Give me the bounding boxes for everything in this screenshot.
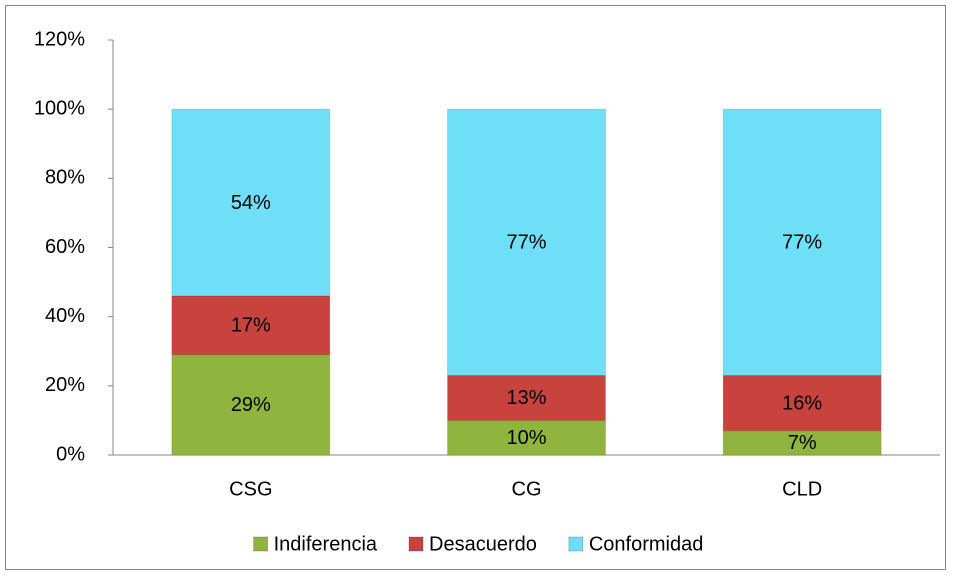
- data-label: 7%: [788, 432, 817, 454]
- bar-segment: [722, 430, 882, 456]
- y-tick-label: 20%: [45, 374, 85, 396]
- legend-label: Conformidad: [589, 533, 704, 555]
- data-label: 77%: [782, 232, 822, 254]
- data-label: 16%: [782, 392, 822, 414]
- legend-swatch: [568, 536, 584, 552]
- y-tick-label: 60%: [45, 236, 85, 258]
- legend-label: Desacuerdo: [429, 533, 537, 555]
- bar-segment: [171, 295, 331, 356]
- x-tick-label: CLD: [782, 478, 822, 500]
- data-label: 77%: [506, 232, 546, 254]
- data-label: 17%: [231, 315, 271, 337]
- bar-segment: [722, 108, 882, 376]
- data-label: 10%: [506, 427, 546, 449]
- y-tick-label: 120%: [34, 28, 85, 50]
- bar-segment: [447, 108, 606, 376]
- x-tick-label: CSG: [229, 478, 272, 500]
- x-tick-label: CG: [512, 478, 542, 500]
- legend-label: Indiferencia: [274, 533, 378, 555]
- y-tick-label: 80%: [45, 167, 85, 189]
- y-tick-label: 40%: [45, 305, 85, 327]
- legend-swatch: [408, 536, 424, 552]
- bar-segment: [722, 374, 882, 432]
- legend-swatch: [253, 536, 269, 552]
- data-label: 29%: [231, 394, 271, 416]
- y-tick-label: 0%: [56, 443, 85, 465]
- y-tick-label: 100%: [34, 97, 85, 119]
- data-label: 13%: [506, 387, 546, 409]
- data-label: 54%: [231, 192, 271, 214]
- bar-segment: [171, 108, 331, 297]
- bar-segment: [447, 374, 606, 421]
- bar-segment: [171, 354, 331, 456]
- bar-segment: [447, 419, 606, 456]
